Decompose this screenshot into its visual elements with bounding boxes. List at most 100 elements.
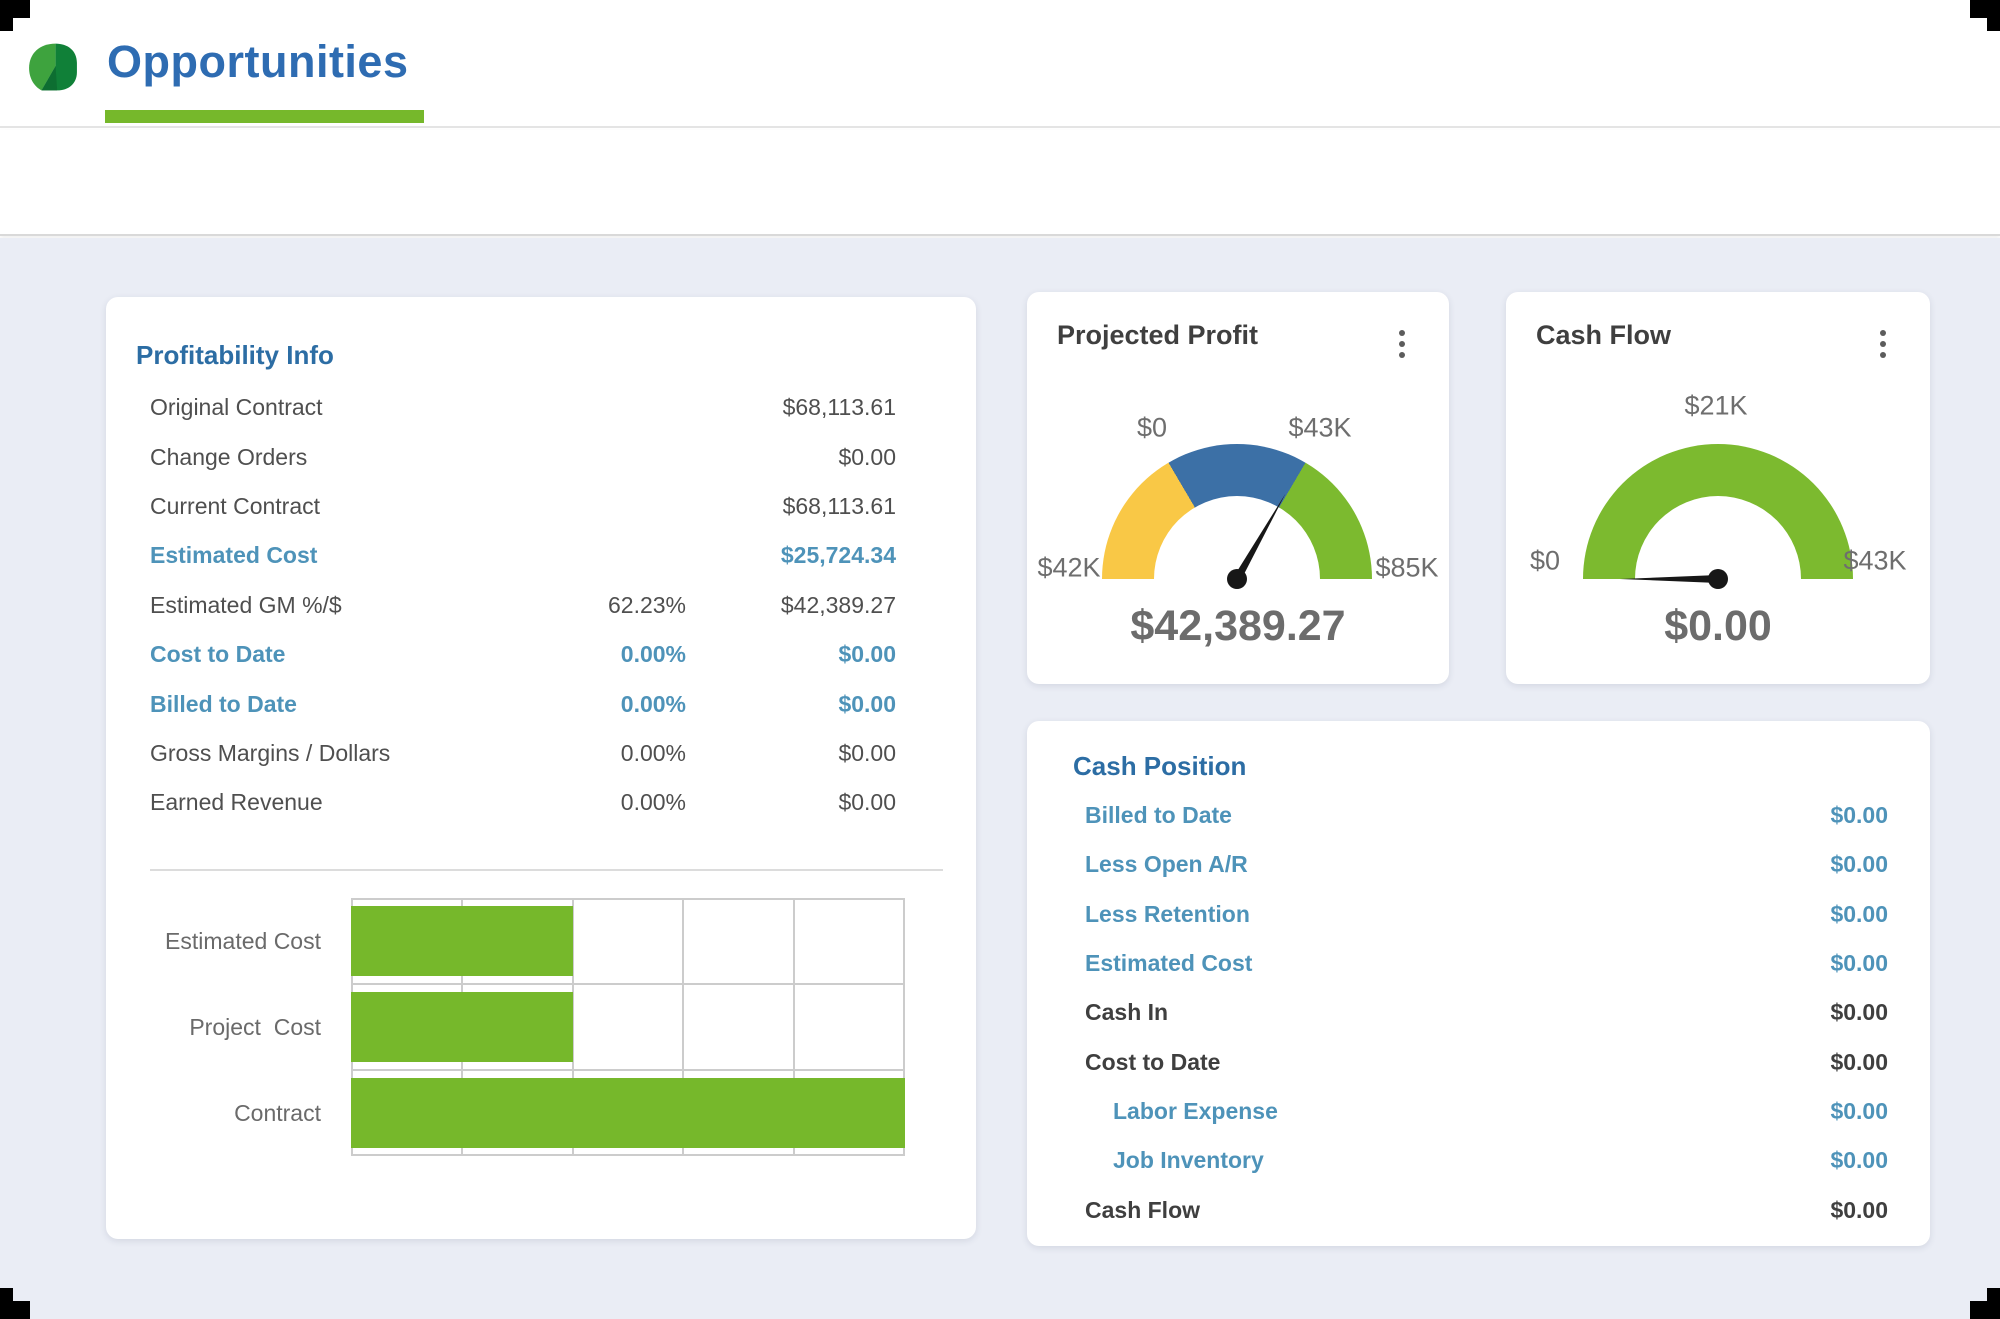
row-label: Current Contract <box>150 492 321 519</box>
row-value: $0.00 <box>838 690 896 717</box>
table-row: Change Orders $0.00 <box>106 432 976 481</box>
list-item: Less Retention $0.00 <box>1027 890 1930 939</box>
projected-profit-gauge <box>1102 444 1372 579</box>
row-value: $68,113.61 <box>782 492 896 519</box>
bar-category-label: Project Cost <box>189 1013 321 1040</box>
gridline <box>351 1154 905 1156</box>
row-value: $0.00 <box>1830 900 1888 927</box>
list-item: Less Open A/R $0.00 <box>1027 840 1930 889</box>
row-percent: 0.00% <box>620 739 686 766</box>
table-row: Earned Revenue 0.00% $0.00 <box>106 778 976 827</box>
title-underline <box>105 110 424 123</box>
kebab-menu-icon[interactable] <box>1870 324 1896 364</box>
row-label: Cash Flow <box>1085 1196 1201 1223</box>
row-percent: 0.00% <box>620 641 686 668</box>
kebab-menu-icon[interactable] <box>1389 324 1415 364</box>
divider <box>150 869 943 871</box>
row-value: $0.00 <box>1830 1147 1888 1174</box>
profitability-rows: Original Contract $68,113.61 Change Order… <box>106 383 976 828</box>
bar-estimated-cost <box>351 906 573 976</box>
list-item: Labor Expense $0.00 <box>1027 1087 1930 1136</box>
cash-flow-title: Cash Flow <box>1536 320 1672 350</box>
list-item: Estimated Cost $0.00 <box>1027 939 1930 988</box>
table-row: Gross Margins / Dollars 0.00% $0.00 <box>106 729 976 778</box>
cash-position-panel: Cash Position Billed to Date $0.00 Less O… <box>1027 721 1930 1246</box>
gridline <box>351 1069 905 1071</box>
row-value: $42,389.27 <box>780 591 896 618</box>
bar-chart-plot-area <box>351 898 905 1156</box>
row-percent: 0.00% <box>620 789 686 816</box>
gridline <box>793 898 795 1156</box>
gauge-tick-mid: $21K <box>1684 390 1748 421</box>
cash-flow-value: $0.00 <box>1664 602 1772 650</box>
row-value: $0.00 <box>1830 999 1888 1026</box>
gauge-tick-min: $42K <box>1037 552 1101 583</box>
bar-project-cost <box>351 992 573 1062</box>
gauge-tick-min: $0 <box>1529 545 1561 576</box>
gridline <box>351 983 905 985</box>
gauge-hub <box>1227 569 1247 589</box>
less-open-ar-link[interactable]: Less Open A/R <box>1085 851 1248 878</box>
row-value: $0.00 <box>1830 851 1888 878</box>
row-value: $0.00 <box>1830 1097 1888 1124</box>
gauge-tick-mid: $43K <box>1288 412 1352 443</box>
less-retention-link[interactable]: Less Retention <box>1085 900 1250 927</box>
cash-flow-gauge <box>1583 444 1853 579</box>
table-row: Estimated Cost $25,724.34 <box>106 531 976 580</box>
cost-to-date-link[interactable]: Cost to Date <box>150 641 286 668</box>
dashboard-body: Profitability Info Original Contract $68,… <box>0 238 2000 1319</box>
projected-profit-value: $42,389.27 <box>1130 602 1346 650</box>
billed-to-date-link[interactable]: Billed to Date <box>150 690 297 717</box>
row-label: Cost to Date <box>1085 1048 1221 1075</box>
row-value: $0.00 <box>1830 950 1888 977</box>
table-row: Billed to Date 0.00% $0.00 <box>106 679 976 728</box>
leaf-logo-icon <box>29 43 77 91</box>
gauge-tick-max: $43K <box>1843 545 1907 576</box>
list-item: Cash In $0.00 <box>1027 988 1930 1037</box>
row-value: $0.00 <box>1830 1196 1888 1223</box>
projected-profit-title: Projected Profit <box>1057 320 1259 350</box>
projected-profit-card: Projected Profit $0 $43K $42K $85K $42,3… <box>1027 292 1449 684</box>
app-title: Opportunities <box>107 36 409 87</box>
billed-to-date-link[interactable]: Billed to Date <box>1085 802 1232 829</box>
bar-contract <box>351 1078 905 1148</box>
row-value: $0.00 <box>838 443 896 470</box>
row-label: Estimated GM %/$ <box>150 591 342 618</box>
table-row: Current Contract $68,113.61 <box>106 482 976 531</box>
table-row: Cost to Date 0.00% $0.00 <box>106 630 976 679</box>
profitability-panel: Profitability Info Original Contract $68,… <box>106 297 976 1239</box>
page-header: Job Dashboard #335 | Station Place | Jim… <box>0 130 2000 335</box>
gauge-tick-zero: $0 <box>1136 412 1168 443</box>
estimated-cost-link[interactable]: Estimated Cost <box>1085 950 1253 977</box>
bar-category-label: Contract <box>234 1099 321 1126</box>
row-value: $0.00 <box>838 641 896 668</box>
row-value: $25,724.34 <box>780 542 896 569</box>
row-label: Gross Margins / Dollars <box>150 739 391 766</box>
cash-position-rows: Billed to Date $0.00 Less Open A/R $0.00 L… <box>1027 791 1930 1235</box>
estimated-cost-link[interactable]: Estimated Cost <box>150 542 318 569</box>
cash-flow-card: Cash Flow $21K $0 $43K $0.00 <box>1506 292 1930 684</box>
gauge-tick-max: $85K <box>1375 552 1439 583</box>
table-row: Estimated GM %/$ 62.23% $42,389.27 <box>106 581 976 630</box>
job-inventory-link[interactable]: Job Inventory <box>1113 1147 1264 1174</box>
row-value: $68,113.61 <box>782 394 896 421</box>
row-label: Change Orders <box>150 443 308 470</box>
cash-position-heading: Cash Position <box>1073 751 1247 781</box>
row-label: Earned Revenue <box>150 789 323 816</box>
gridline <box>903 898 905 1156</box>
row-value: $0.00 <box>1830 802 1888 829</box>
gridline <box>351 898 905 900</box>
list-item: Cash Flow $0.00 <box>1027 1185 1930 1234</box>
row-value: $0.00 <box>838 739 896 766</box>
row-label: Original Contract <box>150 394 323 421</box>
table-row: Original Contract $68,113.61 <box>106 383 976 432</box>
row-percent: 0.00% <box>620 690 686 717</box>
gauge-hub <box>1708 569 1728 589</box>
labor-expense-link[interactable]: Labor Expense <box>1113 1097 1278 1124</box>
gridline <box>572 898 574 1156</box>
bar-category-label: Estimated Cost <box>165 927 321 954</box>
list-item: Billed to Date $0.00 <box>1027 791 1930 840</box>
row-value: $0.00 <box>838 789 896 816</box>
list-item: Cost to Date $0.00 <box>1027 1037 1930 1086</box>
cost-bar-chart: Estimated Cost Project Cost Contract $0 <box>106 898 976 1156</box>
